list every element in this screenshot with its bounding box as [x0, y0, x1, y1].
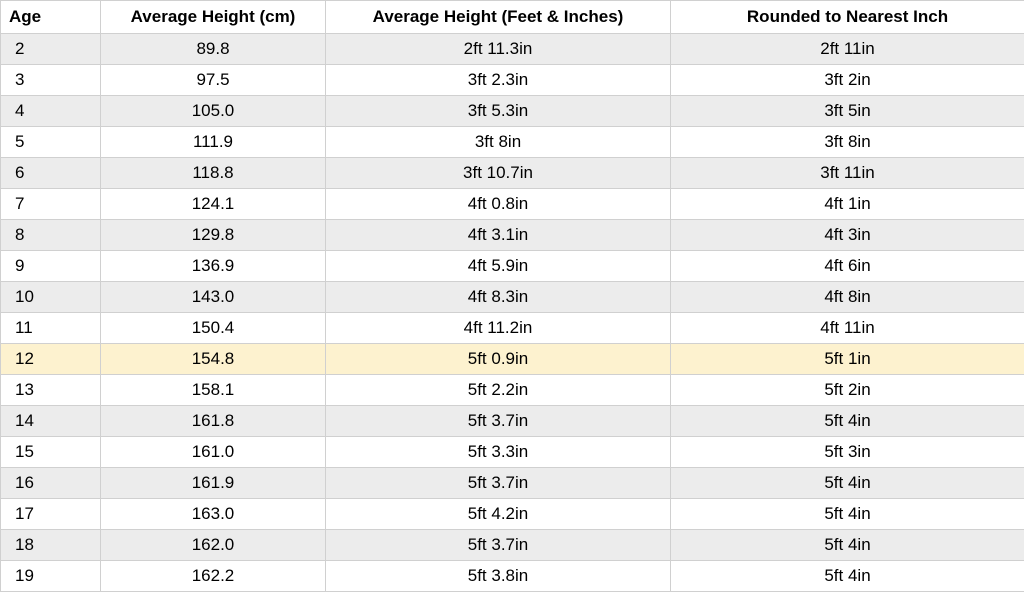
- cell-cm: 129.8: [101, 220, 326, 251]
- cell-rounded: 5ft 3in: [671, 437, 1024, 468]
- cell-cm: 89.8: [101, 34, 326, 65]
- table-row: 10143.04ft 8.3in4ft 8in: [1, 282, 1024, 313]
- cell-ftin: 5ft 2.2in: [326, 375, 671, 406]
- table-row: 19162.25ft 3.8in5ft 4in: [1, 561, 1024, 592]
- cell-age: 13: [1, 375, 101, 406]
- table-row: 15161.05ft 3.3in5ft 3in: [1, 437, 1024, 468]
- cell-cm: 105.0: [101, 96, 326, 127]
- cell-age: 2: [1, 34, 101, 65]
- cell-rounded: 4ft 3in: [671, 220, 1024, 251]
- cell-age: 17: [1, 499, 101, 530]
- cell-rounded: 4ft 8in: [671, 282, 1024, 313]
- cell-age: 10: [1, 282, 101, 313]
- cell-ftin: 5ft 0.9in: [326, 344, 671, 375]
- table-row: 12154.85ft 0.9in5ft 1in: [1, 344, 1024, 375]
- cell-cm: 124.1: [101, 189, 326, 220]
- cell-age: 19: [1, 561, 101, 592]
- cell-rounded: 5ft 4in: [671, 499, 1024, 530]
- cell-age: 18: [1, 530, 101, 561]
- cell-ftin: 3ft 5.3in: [326, 96, 671, 127]
- cell-cm: 162.0: [101, 530, 326, 561]
- cell-ftin: 5ft 3.7in: [326, 406, 671, 437]
- col-header-ftin: Average Height (Feet & Inches): [326, 1, 671, 34]
- cell-ftin: 5ft 4.2in: [326, 499, 671, 530]
- table-row: 5111.93ft 8in3ft 8in: [1, 127, 1024, 158]
- table-row: 7124.14ft 0.8in4ft 1in: [1, 189, 1024, 220]
- cell-age: 3: [1, 65, 101, 96]
- table-row: 9136.94ft 5.9in4ft 6in: [1, 251, 1024, 282]
- cell-ftin: 5ft 3.8in: [326, 561, 671, 592]
- cell-cm: 97.5: [101, 65, 326, 96]
- cell-age: 6: [1, 158, 101, 189]
- cell-age: 9: [1, 251, 101, 282]
- cell-rounded: 5ft 4in: [671, 561, 1024, 592]
- cell-age: 4: [1, 96, 101, 127]
- cell-age: 12: [1, 344, 101, 375]
- col-header-age: Age: [1, 1, 101, 34]
- cell-ftin: 4ft 8.3in: [326, 282, 671, 313]
- cell-age: 7: [1, 189, 101, 220]
- table-row: 17163.05ft 4.2in5ft 4in: [1, 499, 1024, 530]
- cell-cm: 111.9: [101, 127, 326, 158]
- cell-ftin: 3ft 8in: [326, 127, 671, 158]
- cell-rounded: 4ft 6in: [671, 251, 1024, 282]
- cell-rounded: 4ft 11in: [671, 313, 1024, 344]
- cell-ftin: 3ft 10.7in: [326, 158, 671, 189]
- cell-ftin: 4ft 3.1in: [326, 220, 671, 251]
- cell-rounded: 3ft 8in: [671, 127, 1024, 158]
- table-header-row: Age Average Height (cm) Average Height (…: [1, 1, 1024, 34]
- cell-rounded: 5ft 4in: [671, 530, 1024, 561]
- table-row: 8129.84ft 3.1in4ft 3in: [1, 220, 1024, 251]
- cell-age: 14: [1, 406, 101, 437]
- table-row: 6118.83ft 10.7in3ft 11in: [1, 158, 1024, 189]
- cell-age: 11: [1, 313, 101, 344]
- cell-ftin: 4ft 0.8in: [326, 189, 671, 220]
- cell-cm: 161.9: [101, 468, 326, 499]
- height-by-age-table: Age Average Height (cm) Average Height (…: [0, 0, 1024, 592]
- cell-ftin: 5ft 3.7in: [326, 468, 671, 499]
- cell-cm: 161.8: [101, 406, 326, 437]
- cell-ftin: 5ft 3.7in: [326, 530, 671, 561]
- cell-rounded: 3ft 2in: [671, 65, 1024, 96]
- cell-cm: 136.9: [101, 251, 326, 282]
- cell-cm: 158.1: [101, 375, 326, 406]
- table-row: 18162.05ft 3.7in5ft 4in: [1, 530, 1024, 561]
- table-row: 13158.15ft 2.2in5ft 2in: [1, 375, 1024, 406]
- cell-rounded: 4ft 1in: [671, 189, 1024, 220]
- table-row: 397.53ft 2.3in3ft 2in: [1, 65, 1024, 96]
- cell-ftin: 3ft 2.3in: [326, 65, 671, 96]
- cell-age: 15: [1, 437, 101, 468]
- cell-rounded: 5ft 4in: [671, 468, 1024, 499]
- table-row: 11150.44ft 11.2in4ft 11in: [1, 313, 1024, 344]
- cell-age: 8: [1, 220, 101, 251]
- cell-ftin: 2ft 11.3in: [326, 34, 671, 65]
- table-row: 14161.85ft 3.7in5ft 4in: [1, 406, 1024, 437]
- cell-cm: 154.8: [101, 344, 326, 375]
- cell-cm: 118.8: [101, 158, 326, 189]
- col-header-cm: Average Height (cm): [101, 1, 326, 34]
- cell-rounded: 5ft 1in: [671, 344, 1024, 375]
- table-row: 289.82ft 11.3in2ft 11in: [1, 34, 1024, 65]
- cell-rounded: 5ft 2in: [671, 375, 1024, 406]
- cell-cm: 162.2: [101, 561, 326, 592]
- table-row: 16161.95ft 3.7in5ft 4in: [1, 468, 1024, 499]
- cell-rounded: 5ft 4in: [671, 406, 1024, 437]
- cell-age: 5: [1, 127, 101, 158]
- cell-ftin: 5ft 3.3in: [326, 437, 671, 468]
- cell-rounded: 2ft 11in: [671, 34, 1024, 65]
- cell-cm: 150.4: [101, 313, 326, 344]
- cell-age: 16: [1, 468, 101, 499]
- cell-ftin: 4ft 11.2in: [326, 313, 671, 344]
- cell-cm: 163.0: [101, 499, 326, 530]
- cell-ftin: 4ft 5.9in: [326, 251, 671, 282]
- cell-cm: 143.0: [101, 282, 326, 313]
- cell-rounded: 3ft 5in: [671, 96, 1024, 127]
- cell-cm: 161.0: [101, 437, 326, 468]
- cell-rounded: 3ft 11in: [671, 158, 1024, 189]
- table-row: 4105.03ft 5.3in3ft 5in: [1, 96, 1024, 127]
- col-header-rounded: Rounded to Nearest Inch: [671, 1, 1024, 34]
